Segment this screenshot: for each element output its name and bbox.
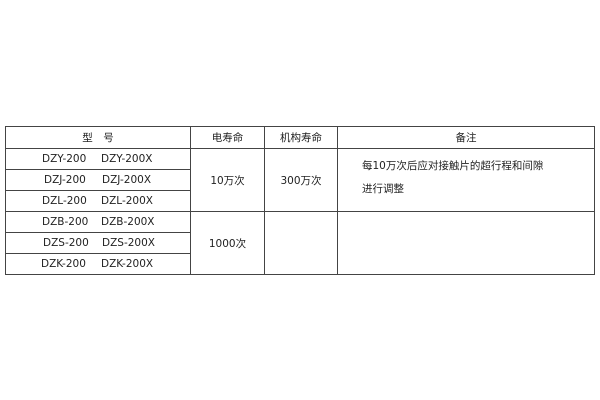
model-cell: DZK-200 DZK-200X [5,253,191,275]
model-name-x: DZS-200X [102,237,155,249]
model-name-x: DZK-200X [101,258,154,270]
mechanical-life-cell [264,211,338,275]
model-name: DZL-200 [42,195,87,207]
table-row: DZB-200 DZB-200X 1000次 [5,211,595,275]
mechanical-life-cell: 300万次 [264,148,338,212]
model-name: DZJ-200 [44,174,86,186]
note-cell: 每10万次后应对接触片的超行程和间隙 进行调整 [337,148,595,212]
model-cell: DZS-200 DZS-200X [5,232,191,254]
header-model: 型 号 [5,126,191,149]
header-mechanical-life: 机构寿命 [264,126,338,149]
note-cell [337,211,595,275]
header-notes: 备注 [337,126,595,149]
header-electrical-life: 电寿命 [190,126,265,149]
table-row: DZY-200 DZY-200X 10万次 300万次 每10万次后应对接触片的超… [5,148,595,212]
model-name: DZK-200 [41,258,86,270]
model-cell: DZL-200 DZL-200X [5,190,191,212]
model-name-x: DZJ-200X [102,174,152,186]
table-row: DZK-200 DZK-200X [5,253,595,275]
model-name: DZY-200 [42,153,87,165]
model-cell: DZB-200 DZB-200X [5,211,191,233]
electrical-life-cell: 10万次 [190,148,265,212]
model-cell: DZY-200 DZY-200X [5,148,191,170]
model-name-x: DZL-200X [101,195,153,207]
note-line: 每10万次后应对接触片的超行程和间隙 [362,160,544,172]
note-line: 进行调整 [362,183,404,195]
model-name: DZB-200 [42,216,89,228]
model-name-x: DZB-200X [101,216,155,228]
electrical-life-cell: 1000次 [190,211,265,275]
model-name: DZS-200 [43,237,89,249]
spec-table: 型 号 电寿命 机构寿命 备注 DZY-200 DZY-200X 10万次 300… [5,126,595,275]
model-name-x: DZY-200X [101,153,153,165]
header-row: 型 号 电寿命 机构寿命 备注 [5,126,595,149]
model-cell: DZJ-200 DZJ-200X [5,169,191,191]
table-row: DZL-200 DZL-200X [5,190,595,212]
